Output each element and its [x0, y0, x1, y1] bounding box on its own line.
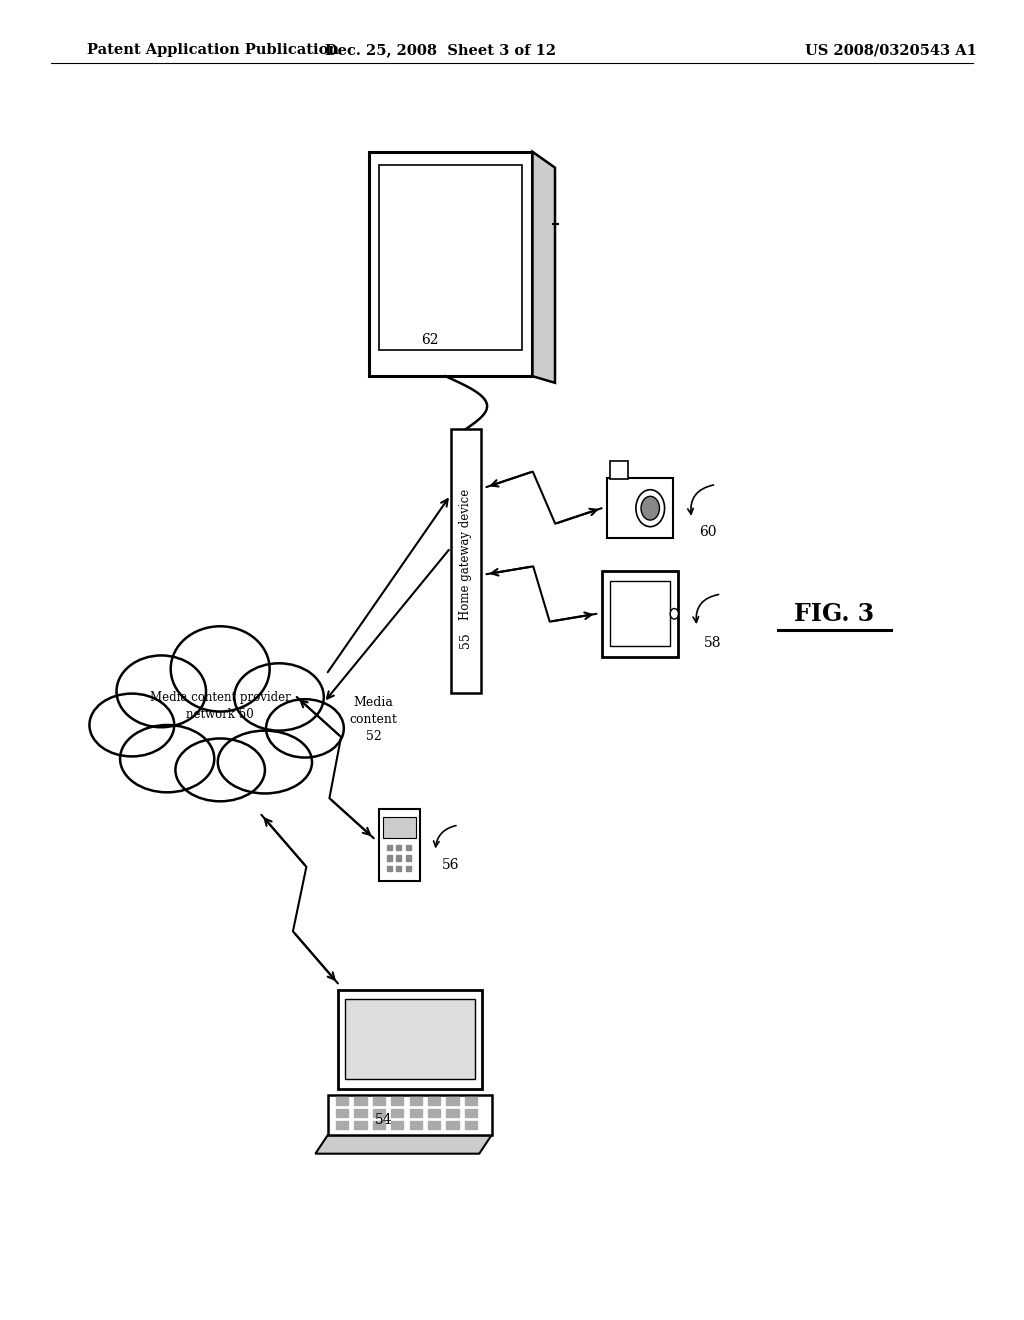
Text: Media content provider
network 50: Media content provider network 50	[150, 692, 291, 721]
Text: Dec. 25, 2008  Sheet 3 of 12: Dec. 25, 2008 Sheet 3 of 12	[325, 44, 556, 57]
Text: 62: 62	[421, 333, 439, 347]
FancyBboxPatch shape	[328, 1094, 492, 1135]
Ellipse shape	[120, 725, 214, 792]
Ellipse shape	[126, 647, 279, 792]
Text: Home gateway device: Home gateway device	[460, 488, 472, 620]
FancyBboxPatch shape	[379, 808, 420, 882]
Bar	[465, 1097, 477, 1105]
Bar	[336, 1121, 348, 1129]
FancyBboxPatch shape	[369, 152, 532, 376]
Text: 56: 56	[442, 858, 460, 871]
Ellipse shape	[234, 663, 324, 730]
Circle shape	[636, 490, 665, 527]
Bar	[373, 1121, 385, 1129]
Ellipse shape	[89, 693, 174, 756]
Bar	[406, 845, 411, 850]
Ellipse shape	[117, 656, 206, 727]
Bar	[446, 1097, 459, 1105]
Text: 54: 54	[375, 1113, 393, 1127]
Bar	[354, 1097, 367, 1105]
Bar	[391, 1121, 403, 1129]
Bar	[446, 1109, 459, 1117]
FancyBboxPatch shape	[338, 990, 481, 1089]
Bar	[406, 855, 411, 861]
Circle shape	[641, 496, 659, 520]
Bar	[391, 1109, 403, 1117]
Bar	[410, 1109, 422, 1117]
FancyBboxPatch shape	[383, 817, 416, 838]
Bar	[396, 855, 401, 861]
Text: US 2008/0320543 A1: US 2008/0320543 A1	[805, 44, 977, 57]
Text: 58: 58	[705, 636, 722, 649]
Bar	[406, 866, 411, 871]
Bar	[354, 1121, 367, 1129]
Bar	[373, 1097, 385, 1105]
Ellipse shape	[171, 626, 269, 711]
Text: 55: 55	[460, 632, 472, 648]
Bar	[387, 866, 392, 871]
Text: Media
content
52: Media content 52	[350, 696, 397, 743]
Bar	[410, 1097, 422, 1105]
Bar	[396, 845, 401, 850]
Bar	[391, 1097, 403, 1105]
Ellipse shape	[218, 730, 312, 793]
Text: FIG. 3: FIG. 3	[795, 602, 874, 626]
Text: 60: 60	[698, 525, 717, 539]
FancyBboxPatch shape	[379, 165, 522, 350]
FancyBboxPatch shape	[610, 581, 671, 645]
Bar	[387, 855, 392, 861]
Bar	[428, 1097, 440, 1105]
Bar	[354, 1109, 367, 1117]
Ellipse shape	[266, 700, 344, 758]
Bar	[446, 1121, 459, 1129]
FancyBboxPatch shape	[345, 999, 474, 1080]
FancyBboxPatch shape	[606, 478, 674, 539]
Bar	[396, 866, 401, 871]
Polygon shape	[532, 152, 555, 383]
FancyBboxPatch shape	[602, 570, 678, 656]
Circle shape	[670, 609, 679, 619]
FancyBboxPatch shape	[610, 462, 629, 479]
Bar	[373, 1109, 385, 1117]
Ellipse shape	[175, 738, 265, 801]
Bar	[387, 845, 392, 850]
FancyBboxPatch shape	[451, 429, 481, 693]
Polygon shape	[315, 1135, 492, 1154]
Text: Patent Application Publication: Patent Application Publication	[87, 44, 339, 57]
Bar	[465, 1121, 477, 1129]
Bar	[336, 1097, 348, 1105]
Bar	[336, 1109, 348, 1117]
Bar	[428, 1109, 440, 1117]
Bar	[465, 1109, 477, 1117]
Bar	[410, 1121, 422, 1129]
Bar	[428, 1121, 440, 1129]
